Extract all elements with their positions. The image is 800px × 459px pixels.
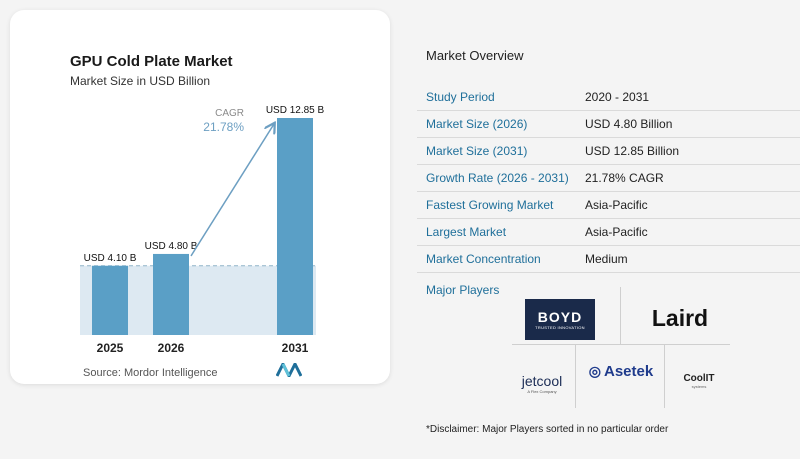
cagr-label: CAGR [215, 108, 244, 119]
overview-row: Growth Rate (2026 - 2031) 21.78% CAGR [417, 165, 800, 192]
boyd-logo: BOYD TRUSTED INNOVATION [525, 299, 595, 340]
logo-divider [664, 344, 665, 408]
overview-row: Market Size (2031) USD 12.85 Billion [417, 138, 800, 165]
asetek-mark-icon: ◎ [588, 362, 601, 379]
row-value: Medium [585, 252, 628, 266]
x-tick-label: 2026 [158, 341, 185, 355]
coolit-logo: CoolIT systems [676, 368, 722, 394]
laird-name: Laird [651, 304, 709, 331]
logo-divider [620, 287, 621, 344]
coolit-tagline: systems [691, 384, 707, 389]
row-label: Largest Market [426, 225, 507, 239]
x-tick-label: 2025 [97, 341, 124, 355]
disclaimer-text: *Disclaimer: Major Players sorted in no … [426, 424, 669, 435]
mordor-logo-icon [276, 363, 302, 377]
row-value: USD 12.85 Billion [585, 144, 680, 158]
bar-data-label: USD 4.80 B [145, 241, 198, 252]
boyd-tagline: TRUSTED INNOVATION [535, 325, 585, 330]
row-value: USD 4.80 Billion [585, 117, 673, 131]
laird-logo: Laird [640, 300, 720, 336]
row-value: 2020 - 2031 [585, 90, 650, 104]
overview-table: Study Period 2020 - 2031 Market Size (202… [417, 84, 800, 273]
row-label: Market Concentration [426, 252, 541, 266]
row-label: Market Size (2026) [426, 117, 528, 131]
major-players-label: Major Players [426, 283, 500, 297]
logo-divider [512, 344, 730, 345]
asetek-name: Asetek [604, 362, 654, 380]
row-label: Fastest Growing Market [426, 198, 554, 212]
jetcool-tagline: A Flex Company [527, 388, 557, 394]
bar-2031 [277, 118, 313, 335]
overview-row: Market Concentration Medium [417, 246, 800, 273]
row-value: 21.78% CAGR [585, 171, 664, 185]
overview-row: Largest Market Asia-Pacific [417, 219, 800, 246]
row-label: Study Period [426, 90, 495, 104]
overview-row: Market Size (2026) USD 4.80 Billion [417, 111, 800, 138]
source-note: Source: Mordor Intelligence [83, 367, 218, 379]
row-value: Asia-Pacific [585, 225, 648, 239]
bar-data-label: USD 12.85 B [266, 105, 325, 116]
bar-chart: USD 4.10 B 2025 USD 4.80 B 2026 USD 12.85 B 2… [80, 105, 325, 355]
overview-row: Study Period 2020 - 2031 [417, 84, 800, 111]
bar-2026 [153, 253, 189, 335]
overview-row: Fastest Growing Market Asia-Pacific [417, 192, 800, 219]
logo-divider [575, 344, 576, 408]
chart-title: GPU Cold Plate Market [70, 53, 233, 70]
jetcool-logo: jetcool A Flex Company [512, 368, 572, 398]
x-tick-label: 2031 [282, 341, 309, 355]
row-label: Growth Rate (2026 - 2031) [426, 171, 569, 185]
row-label: Market Size (2031) [426, 144, 528, 158]
cagr-arrow [190, 124, 274, 257]
bar-data-label: USD 4.10 B [84, 253, 137, 264]
overview-title: Market Overview [426, 48, 524, 63]
coolit-name: CoolIT [683, 373, 715, 384]
row-value: Asia-Pacific [585, 198, 648, 212]
asetek-logo: ◎ Asetek [578, 356, 664, 386]
jetcool-name: jetcool [521, 372, 563, 389]
boyd-name: BOYD [537, 309, 583, 325]
cagr-value: 21.78% [203, 120, 244, 134]
chart-subtitle: Market Size in USD Billion [70, 74, 211, 88]
bar-2025 [92, 265, 128, 335]
